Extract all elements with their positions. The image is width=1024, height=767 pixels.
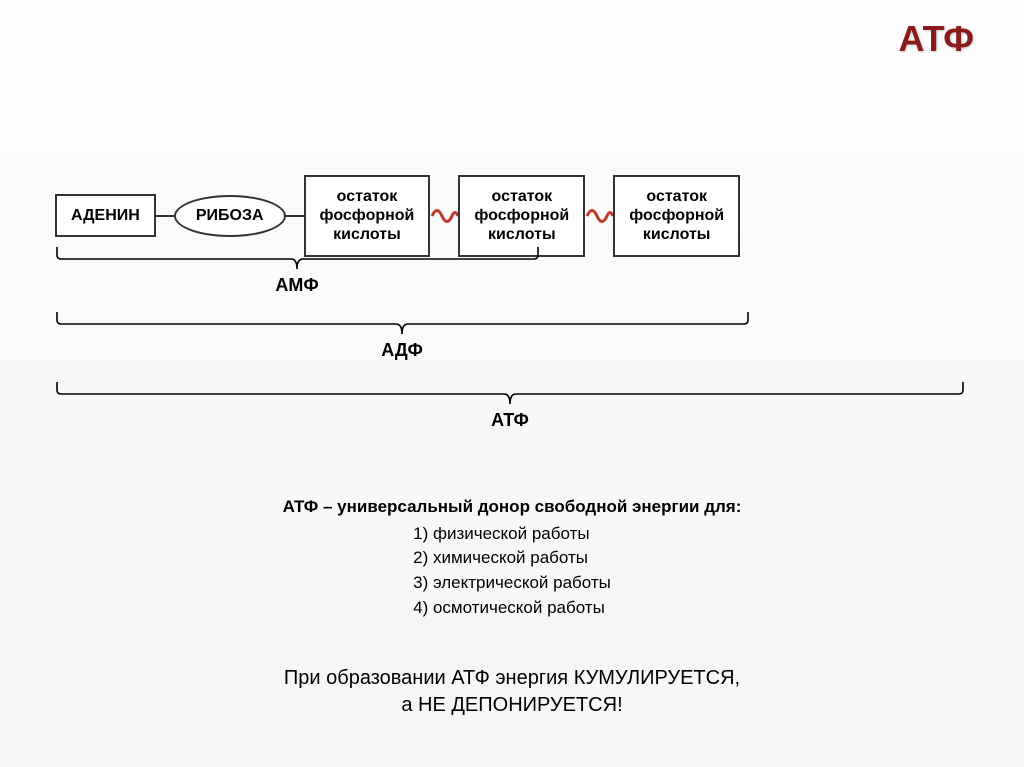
- connector-line: [286, 215, 304, 217]
- formation-line-2: а НЕ ДЕПОНИРУЕТСЯ!: [0, 692, 1024, 719]
- high-energy-bond-icon: [430, 201, 458, 231]
- brace-adp-label: АДФ: [381, 340, 423, 361]
- ribose-ellipse: РИБОЗА: [174, 195, 286, 237]
- connector-line: [156, 215, 174, 217]
- donor-list: 1) физической работы 2) химической работ…: [413, 522, 611, 621]
- brace-amp-label: АМФ: [275, 275, 318, 296]
- formation-note: При образовании АТФ энергия КУМУЛИРУЕТСЯ…: [0, 665, 1024, 719]
- donor-block: АТФ – универсальный донор свободной энер…: [0, 495, 1024, 620]
- donor-item: 2) химической работы: [413, 546, 611, 571]
- donor-item: 1) физической работы: [413, 522, 611, 547]
- donor-item: 4) осмотической работы: [413, 596, 611, 621]
- high-energy-bond-icon: [585, 201, 613, 231]
- slide-title: АТФ: [898, 18, 974, 60]
- donor-heading: АТФ – универсальный донор свободной энер…: [0, 495, 1024, 520]
- adenine-box: АДЕНИН: [55, 194, 156, 237]
- formation-line-1: При образовании АТФ энергия КУМУЛИРУЕТСЯ…: [0, 665, 1024, 692]
- brace-atp-label: АТФ: [491, 410, 529, 431]
- donor-item: 3) электрической работы: [413, 571, 611, 596]
- phosphate-box-3: остатокфосфорнойкислоты: [613, 175, 740, 257]
